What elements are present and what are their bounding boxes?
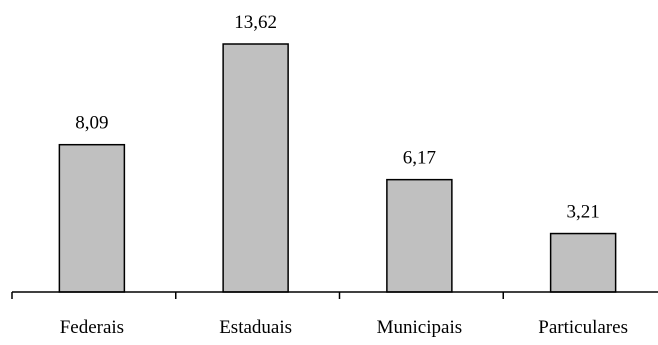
data-label-estaduais: 13,62 <box>234 12 277 33</box>
bar-municipais <box>387 180 452 292</box>
category-label-municipais: Municipais <box>377 317 463 338</box>
bar-federais <box>59 145 124 292</box>
bar-estaduais <box>223 44 288 292</box>
data-label-particulares: 3,21 <box>567 202 600 223</box>
bar-particulares <box>551 234 616 292</box>
bars-group <box>59 44 615 292</box>
category-label-particulares: Particulares <box>538 317 628 338</box>
labels-group: 8,09 Federais 13,62 Estaduais 6,17 Municipais… <box>60 12 628 338</box>
category-label-estaduais: Estaduais <box>219 317 292 338</box>
data-label-federais: 8,09 <box>75 113 108 134</box>
category-label-federais: Federais <box>60 317 124 338</box>
x-axis <box>12 292 658 299</box>
data-label-municipais: 6,17 <box>403 148 436 169</box>
